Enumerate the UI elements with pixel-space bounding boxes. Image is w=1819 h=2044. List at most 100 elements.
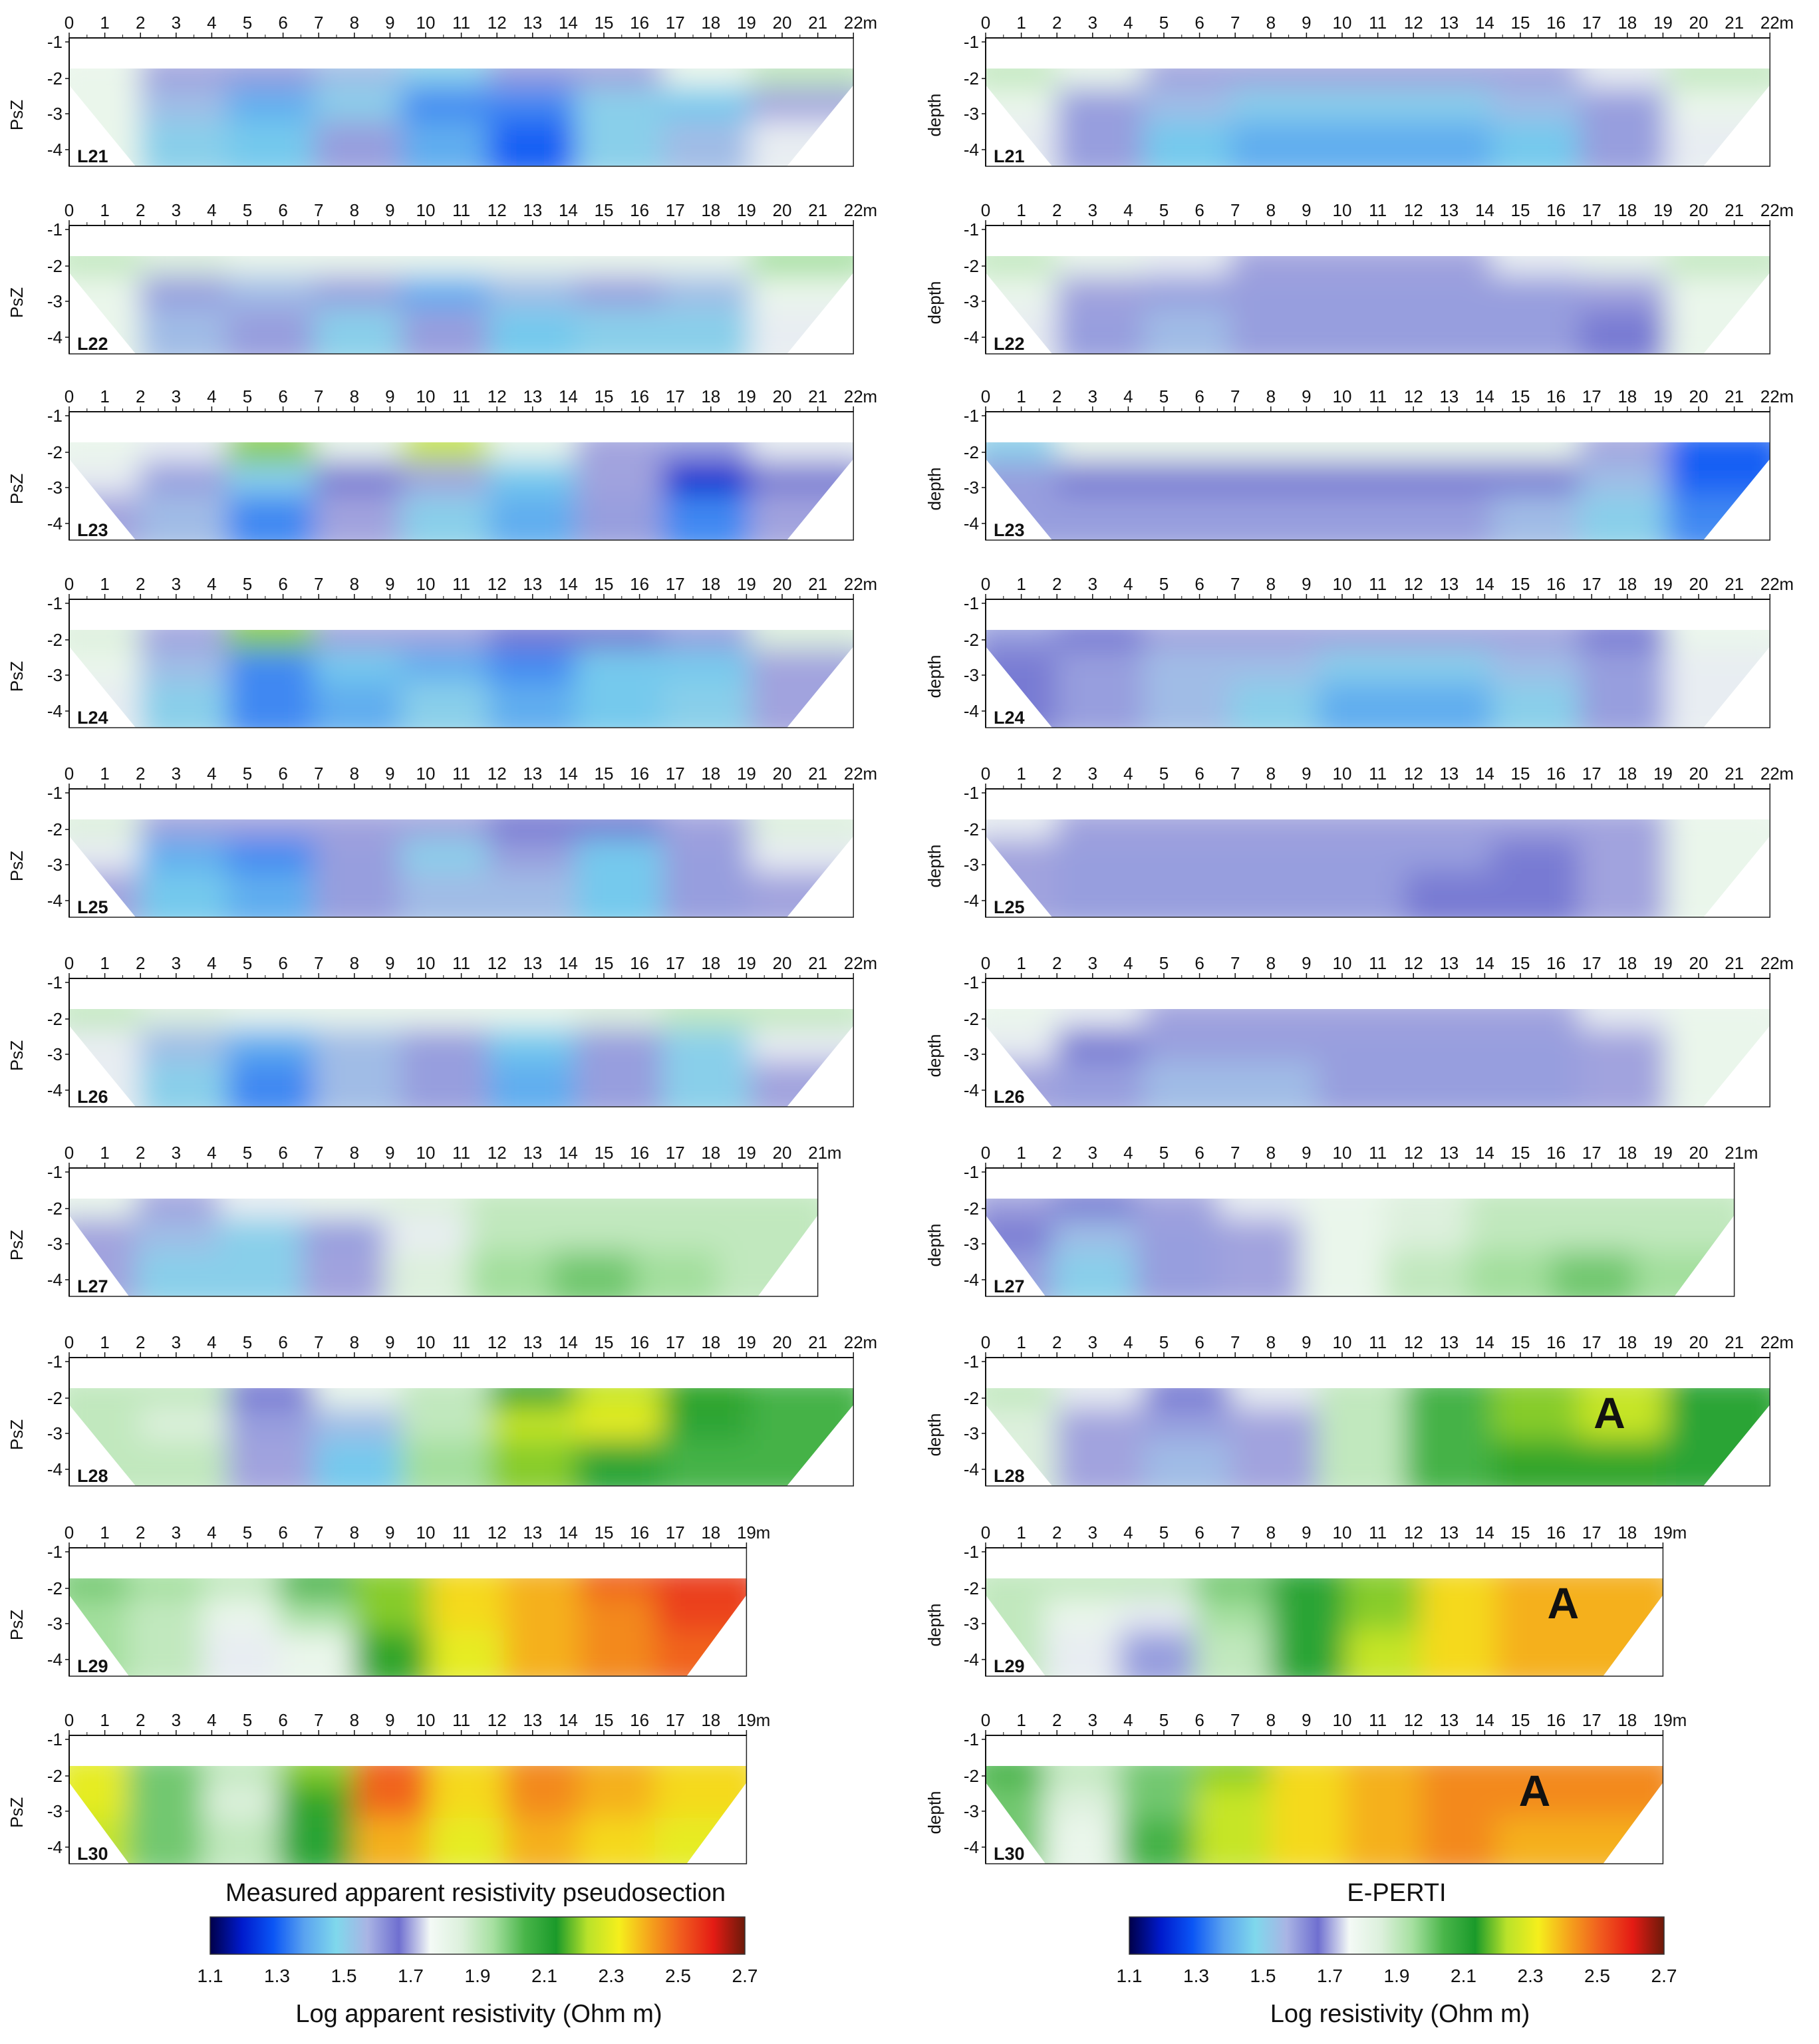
x-tick-label: 13	[523, 13, 542, 33]
x-tick-label: 14	[1475, 1143, 1494, 1163]
x-tick-label: 15	[1511, 1143, 1530, 1163]
y-axis-label: PsZ	[7, 661, 27, 692]
x-tick-label: 19	[737, 953, 756, 973]
x-tick-label: 6	[278, 200, 287, 220]
x-tick-label: 13	[523, 1710, 542, 1730]
colorbar-tick-label: 1.1	[1117, 1966, 1143, 1986]
x-tick-label: 2	[136, 200, 145, 220]
line-id-label: L28	[994, 1466, 1025, 1486]
y-tick-label: -3	[964, 1234, 979, 1254]
x-tick-label: 10	[416, 574, 436, 594]
x-tick-label: 16	[630, 13, 649, 33]
x-tick-label: 13	[1439, 953, 1459, 973]
colorbar-tick-label: 2.3	[1518, 1966, 1544, 1986]
y-axis-label: depth	[924, 281, 944, 324]
line-id-label: L29	[77, 1656, 108, 1676]
x-tick-label: 4	[207, 764, 216, 784]
x-tick-label: 11	[1369, 953, 1387, 973]
colorbar-tick-label: 1.9	[1384, 1966, 1410, 1986]
x-tick-label: 3	[1088, 386, 1097, 406]
y-tick-label: -2	[964, 630, 979, 650]
x-tick-label: 17	[666, 1332, 685, 1352]
x-tick-label: 21	[1725, 386, 1744, 406]
x-tick-label: 7	[314, 1523, 323, 1542]
cell-L27-left	[718, 1250, 818, 1296]
y-axis-label: depth	[924, 1034, 944, 1077]
x-tick-label: 19	[737, 574, 756, 594]
x-tick-label: 2	[136, 13, 145, 33]
x-tick-label: 3	[172, 1523, 181, 1542]
x-tick-label: 4	[1123, 1143, 1133, 1163]
x-tick-label: 12	[1404, 13, 1423, 33]
x-tick-label: 9	[385, 200, 394, 220]
x-tick-label: 7	[314, 764, 323, 784]
x-tick-label: 4	[1123, 1332, 1133, 1352]
y-tick-label: -4	[964, 1270, 979, 1290]
x-tick-label: 20	[1689, 1143, 1709, 1163]
x-tick-label: 1	[1016, 953, 1026, 973]
x-tick-label: 19	[1653, 574, 1673, 594]
x-tick-label: 10	[1333, 1523, 1352, 1542]
x-tick-label: 2	[1052, 574, 1061, 594]
x-tick-label: 20	[773, 764, 792, 784]
cell-L21-right	[1666, 120, 1770, 166]
colorbar-gradient	[1129, 1916, 1665, 1955]
x-tick-label: 22	[844, 200, 863, 220]
x-tick-label: 1	[100, 764, 109, 784]
x-tick-label: 12	[488, 1710, 507, 1730]
y-tick-label: -3	[964, 291, 979, 311]
x-tick-label: 15	[1511, 1710, 1530, 1730]
x-tick-label: 10	[416, 1710, 436, 1730]
line-id-label: L26	[994, 1087, 1025, 1107]
x-tick-label: 21	[808, 574, 827, 594]
x-tick-label: 19	[1653, 13, 1673, 33]
panel-L24-right: 0 1 2 3 4 5 6 7 8 9 10 11 12 13 14 15 16 17 18 19 20 21 22 m-1-…	[924, 574, 1794, 728]
x-tick-label: 5	[243, 13, 252, 33]
y-axis-label: depth	[924, 1413, 944, 1456]
x-tick-label: 13	[1439, 386, 1459, 406]
x-tick-label: 3	[1088, 1710, 1097, 1730]
x-tick-label: 21	[1725, 1332, 1744, 1352]
y-tick-label: -3	[964, 665, 979, 685]
x-tick-label: 21	[808, 13, 827, 33]
x-tick-label: 17	[666, 386, 685, 406]
x-tick-label: 4	[1123, 574, 1133, 594]
x-tick-label: 3	[172, 1143, 181, 1163]
x-tick-label: 8	[350, 764, 359, 784]
x-tick-label: 12	[1404, 1523, 1423, 1542]
x-tick-label: 13	[523, 386, 542, 406]
x-unit-label: m	[863, 1332, 877, 1352]
x-tick-label: 9	[1302, 1143, 1311, 1163]
x-tick-label: 18	[701, 574, 720, 594]
annotation-label: A	[1594, 1388, 1625, 1437]
x-tick-label: 15	[1511, 953, 1530, 973]
y-tick-label: -3	[47, 104, 63, 124]
x-tick-label: 14	[1475, 1332, 1494, 1352]
colorbar-tick-label: 1.7	[398, 1966, 424, 1986]
x-tick-label: 19	[1653, 953, 1673, 973]
x-tick-label: 11	[452, 1143, 470, 1163]
y-tick-label: -4	[47, 1650, 63, 1670]
x-tick-label: 13	[523, 1523, 542, 1542]
x-tick-label: 17	[1582, 386, 1602, 406]
x-tick-label: 7	[1230, 1523, 1240, 1542]
y-tick-label: -1	[47, 1729, 63, 1749]
y-tick-label: -2	[47, 1578, 63, 1598]
x-tick-label: 11	[1369, 386, 1387, 406]
x-tick-label: 11	[452, 1710, 470, 1730]
x-tick-label: 21	[1725, 13, 1744, 33]
x-tick-label: 0	[65, 1332, 74, 1352]
x-tick-label: 1	[1016, 764, 1026, 784]
x-tick-label: 15	[595, 1143, 614, 1163]
x-tick-label: 12	[488, 1332, 507, 1352]
y-tick-label: -2	[47, 1766, 63, 1786]
x-tick-label: 16	[630, 1523, 649, 1542]
y-tick-label: -4	[47, 1459, 63, 1479]
x-tick-label: 18	[1617, 574, 1637, 594]
x-tick-label: 18	[701, 764, 720, 784]
y-tick-label: -2	[47, 630, 63, 650]
x-tick-label: 1	[100, 1143, 109, 1163]
x-tick-label: 17	[1582, 953, 1602, 973]
x-tick-label: 4	[207, 1332, 216, 1352]
